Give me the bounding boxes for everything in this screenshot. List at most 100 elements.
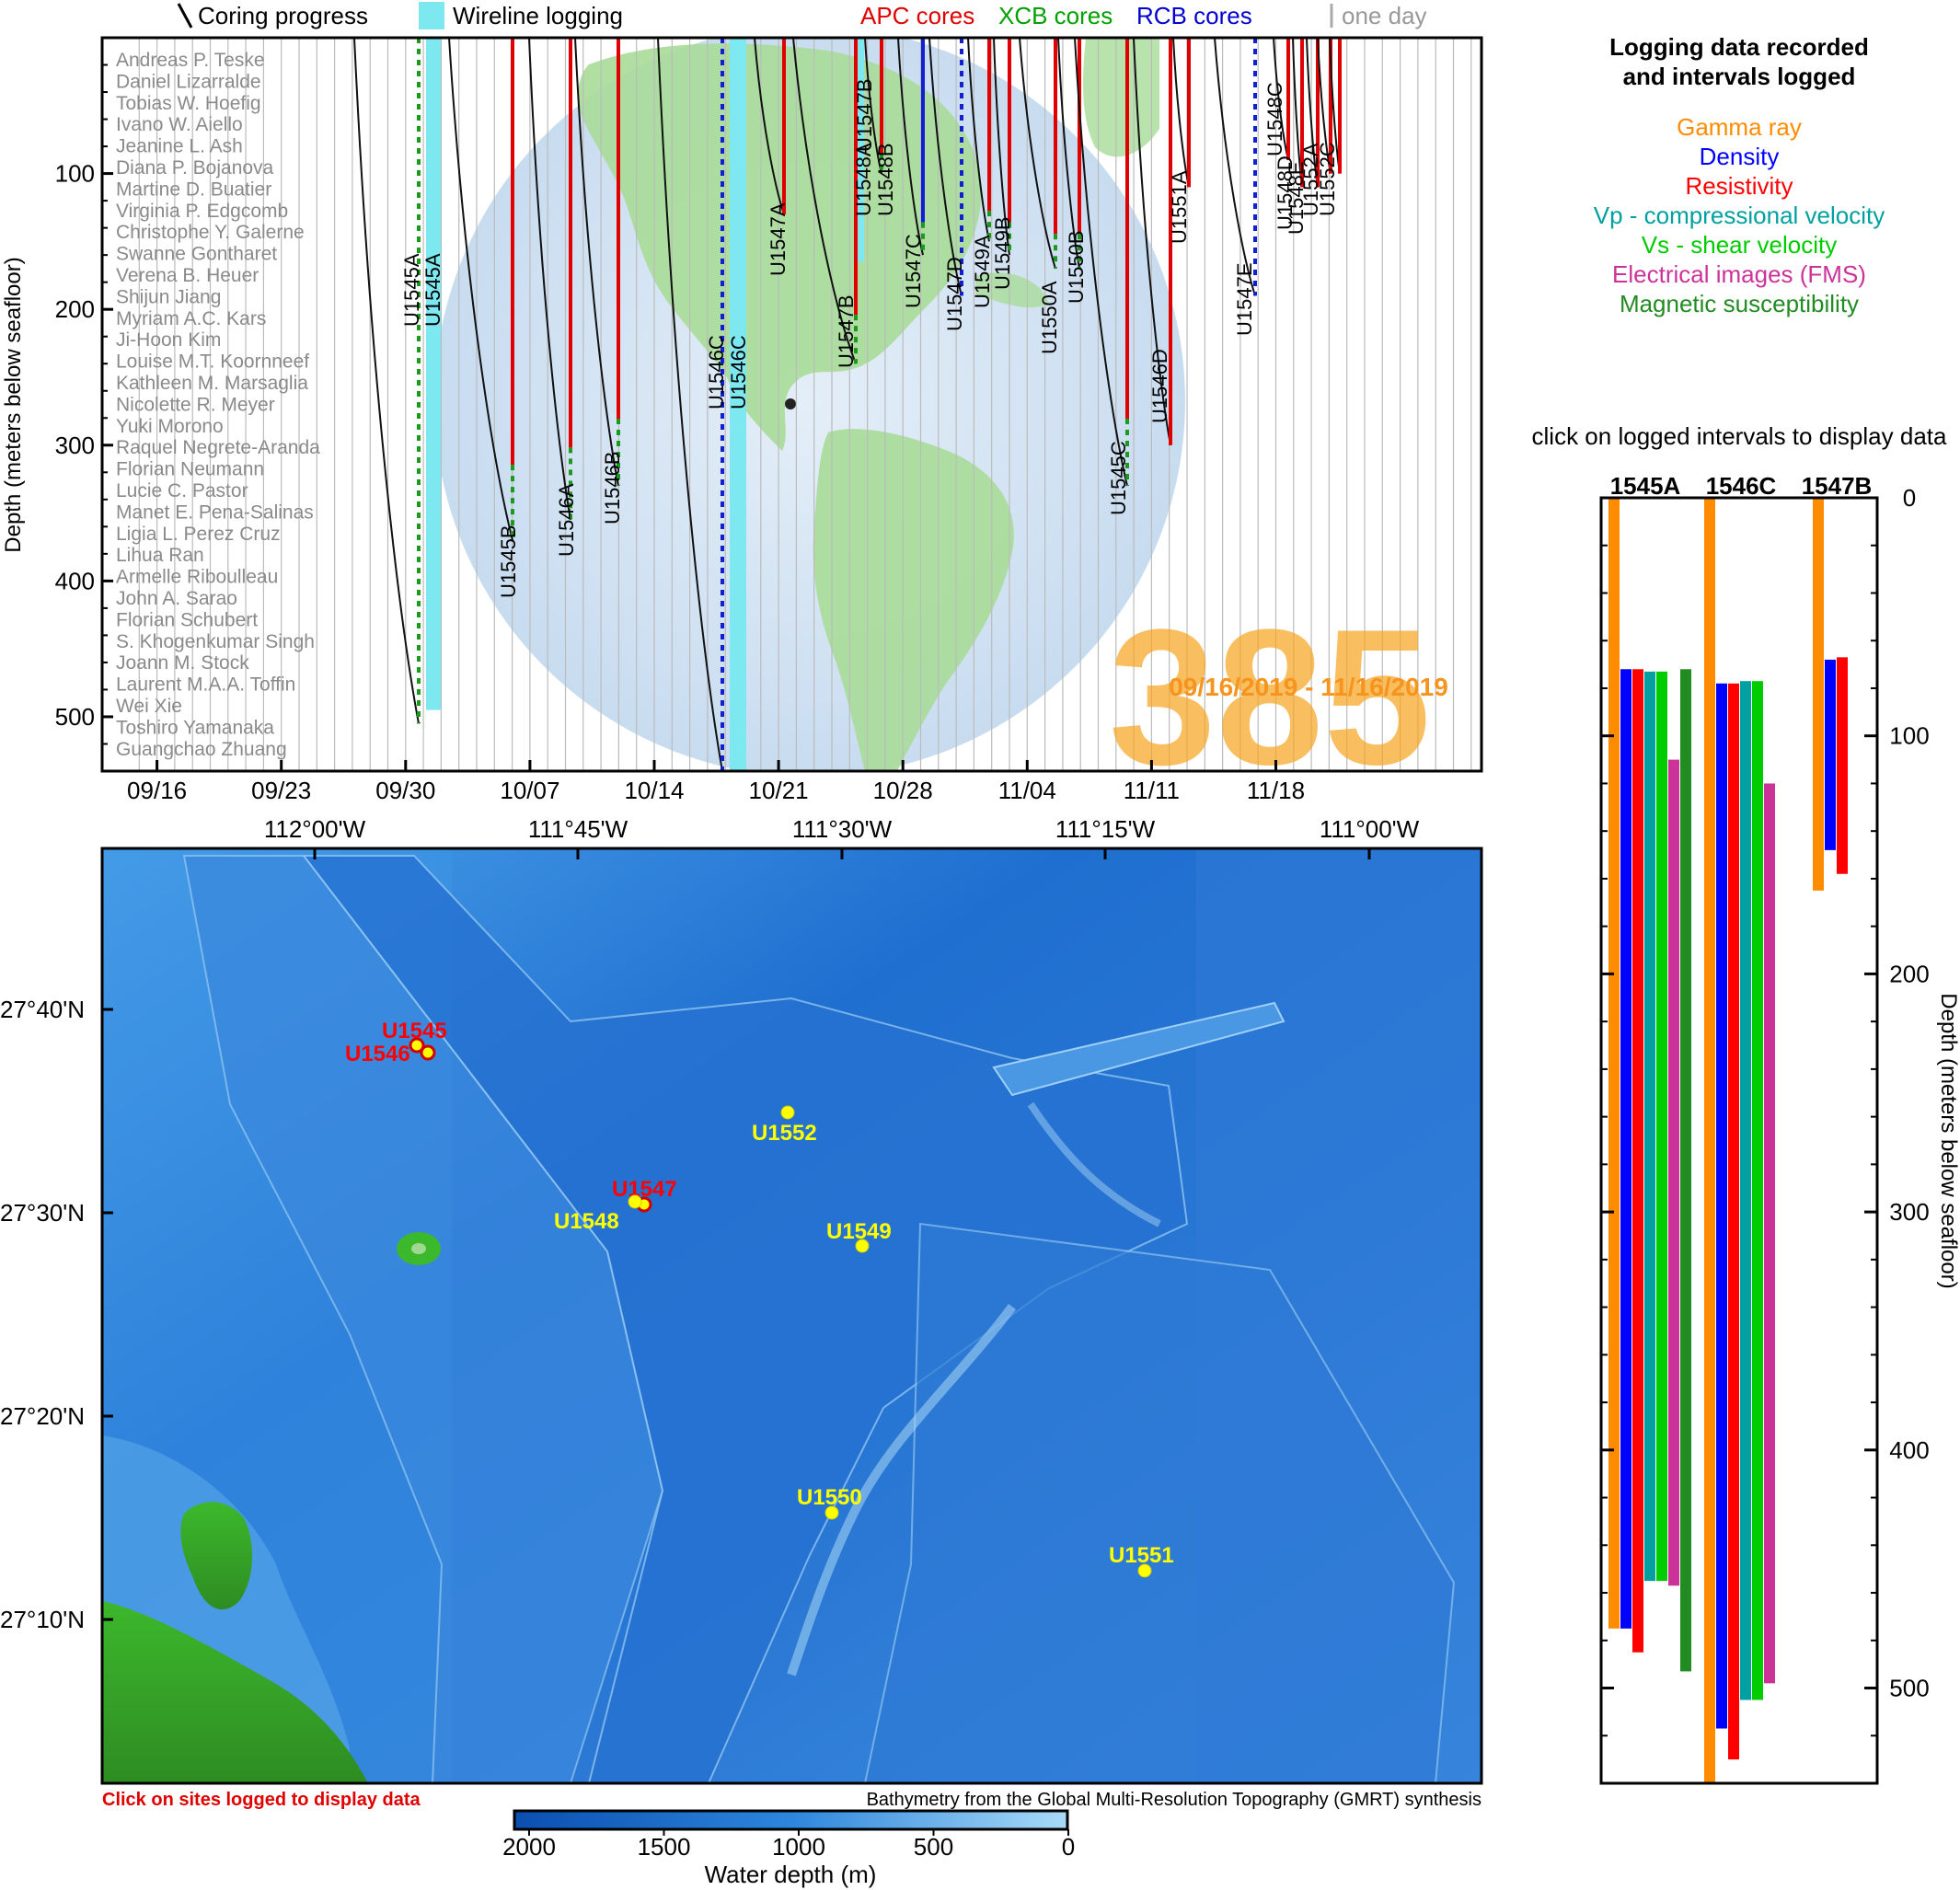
- site-marker: [780, 1105, 795, 1120]
- logging-interval-bar[interactable]: [1680, 669, 1691, 1672]
- colorbar-label: Water depth (m): [705, 1861, 877, 1888]
- scientist-name: Verena B. Heuer: [116, 265, 259, 286]
- hole-label: U1545C: [1107, 441, 1130, 515]
- x-tick-label: 10/28: [873, 777, 933, 804]
- apc-legend-label: APC cores: [860, 2, 974, 29]
- wireline-interval: [857, 38, 864, 262]
- expedition-location-marker: [785, 398, 796, 409]
- hole-label: U1547B: [835, 294, 858, 368]
- y-tick-label: 100: [55, 160, 95, 188]
- scientist-name: S. Khogenkumar Singh: [116, 631, 315, 652]
- core-tracks: [353, 37, 1342, 772]
- coring-progress-track: [1214, 37, 1256, 296]
- logging-interval-bar[interactable]: [1764, 783, 1775, 1684]
- y-tick-label: 400: [55, 567, 95, 594]
- latitude-labels: 27°40'N 27°30'N 27°20'N 27°10'N: [0, 996, 113, 1633]
- hole-label: U1552A: [1299, 143, 1322, 216]
- lat-label: 27°20'N: [0, 1402, 85, 1430]
- logging-legend-item: Resistivity: [1685, 172, 1793, 200]
- bathymetry-credit: Bathymetry from the Global Multi-Resolut…: [867, 1790, 1482, 1810]
- san-marcos-island: [180, 1502, 253, 1610]
- logging-interval-bar[interactable]: [1632, 669, 1643, 1653]
- map-frame: [100, 847, 1483, 1785]
- coring-progress-track: [928, 37, 963, 296]
- scientist-name: Laurent M.A.A. Toffin: [116, 674, 295, 696]
- logging-y-axis-label: Depth (meters below seafloor): [1936, 993, 1960, 1288]
- site-marker[interactable]: [420, 1044, 436, 1061]
- logging-interval-bar[interactable]: [1837, 657, 1848, 874]
- colorbar-tick-label: 2000: [502, 1833, 556, 1861]
- logging-interval-bar[interactable]: [1752, 681, 1763, 1700]
- scientist-name: Yuki Morono: [116, 416, 224, 437]
- coring-progress-track: [897, 37, 924, 256]
- wireline-interval: [426, 38, 441, 710]
- logging-legend-item: Magnetic susceptibility: [1620, 290, 1859, 317]
- logging-legend-item: Electrical images (FMS): [1612, 260, 1866, 288]
- site-marker[interactable]: [409, 1037, 425, 1054]
- lat-label: 27°10'N: [0, 1606, 85, 1633]
- baja-california-coast: [102, 1601, 368, 1783]
- scientist-name: Andreas P. Teske: [116, 50, 265, 71]
- x-tick-label: 09/30: [375, 777, 435, 804]
- colorbar-ticks: 2000 1500 1000 500 0: [502, 1829, 1075, 1861]
- scientist-name: Ji-Hoon Kim: [116, 329, 221, 351]
- scientist-name: Armelle Riboulleau: [116, 567, 278, 588]
- hole-label: U1547B: [853, 78, 876, 152]
- coring-progress-track: [1019, 37, 1056, 270]
- y-tick-label: 200: [55, 295, 95, 323]
- logging-interval-bar[interactable]: [1620, 669, 1631, 1629]
- logging-interval-bar[interactable]: [1608, 498, 1620, 1629]
- logging-interval-bar[interactable]: [1704, 498, 1715, 1783]
- site-label[interactable]: U1547: [612, 1177, 677, 1202]
- survey-swath-ne: [992, 1001, 1286, 1097]
- lat-label: 27°40'N: [0, 996, 85, 1023]
- x-tick-label: 09/23: [251, 777, 311, 804]
- scientist-name: Guangchao Zhuang: [116, 739, 287, 760]
- tortuga-island-crater: [411, 1243, 426, 1254]
- coring-progress-track: [528, 37, 571, 521]
- scientist-name: Nicolette R. Meyer: [116, 394, 275, 415]
- hole-label: U1546B: [601, 451, 624, 524]
- scientist-name: Wei Xie: [116, 696, 182, 717]
- logging-y-tick-label: 100: [1889, 722, 1929, 750]
- logging-interval-bar[interactable]: [1656, 671, 1667, 1582]
- logging-interval-bar[interactable]: [1716, 683, 1727, 1729]
- logging-legend-item: Gamma ray: [1677, 113, 1802, 141]
- scientist-name: Kathleen M. Marsaglia: [116, 373, 308, 394]
- day-gridlines: [138, 38, 1472, 771]
- hole-label: U1548D: [1274, 156, 1297, 230]
- logging-interval-bars[interactable]: [1608, 498, 1848, 1783]
- site-label[interactable]: U1546: [345, 1042, 410, 1066]
- logging-interval-bar[interactable]: [1728, 683, 1739, 1760]
- hole-label: U1550B: [1065, 230, 1088, 304]
- logging-legend-item: Vs - shear velocity: [1642, 231, 1837, 259]
- trough-ridge-north: [1027, 1101, 1161, 1227]
- x-tick-label: 10/07: [500, 777, 559, 804]
- logging-interval-bar[interactable]: [1825, 659, 1836, 850]
- xcb-legend-label: XCB cores: [998, 2, 1113, 29]
- x-tick-label: 10/14: [624, 777, 684, 804]
- logging-interval-bar[interactable]: [1644, 671, 1655, 1582]
- logging-interval-bar[interactable]: [1740, 681, 1751, 1700]
- site-marker: [824, 1505, 839, 1520]
- y-tick-label: 300: [55, 432, 95, 459]
- scientist-name: Swanne Gontharet: [116, 244, 277, 265]
- top-y-axis-label: Depth (meters below seafloor): [1, 257, 26, 552]
- hole-label: U1549B: [991, 216, 1014, 290]
- coring-progress-track: [754, 37, 785, 215]
- x-tick-label: 11/04: [998, 777, 1056, 804]
- lon-label: 111°00'W: [1320, 815, 1420, 843]
- site-label[interactable]: U1545: [382, 1019, 447, 1043]
- scientist-name: Toshiro Yamanaka: [116, 717, 274, 738]
- scientist-name: Daniel Lizarralde: [116, 71, 261, 92]
- scientist-name: Ivano W. Aiello: [116, 114, 243, 135]
- logging-interval-bar[interactable]: [1668, 759, 1679, 1586]
- scientist-name: Louise M.T. Koornneef: [116, 351, 309, 373]
- hole-label: U1551A: [1168, 170, 1191, 244]
- logging-interval-bar[interactable]: [1813, 498, 1824, 891]
